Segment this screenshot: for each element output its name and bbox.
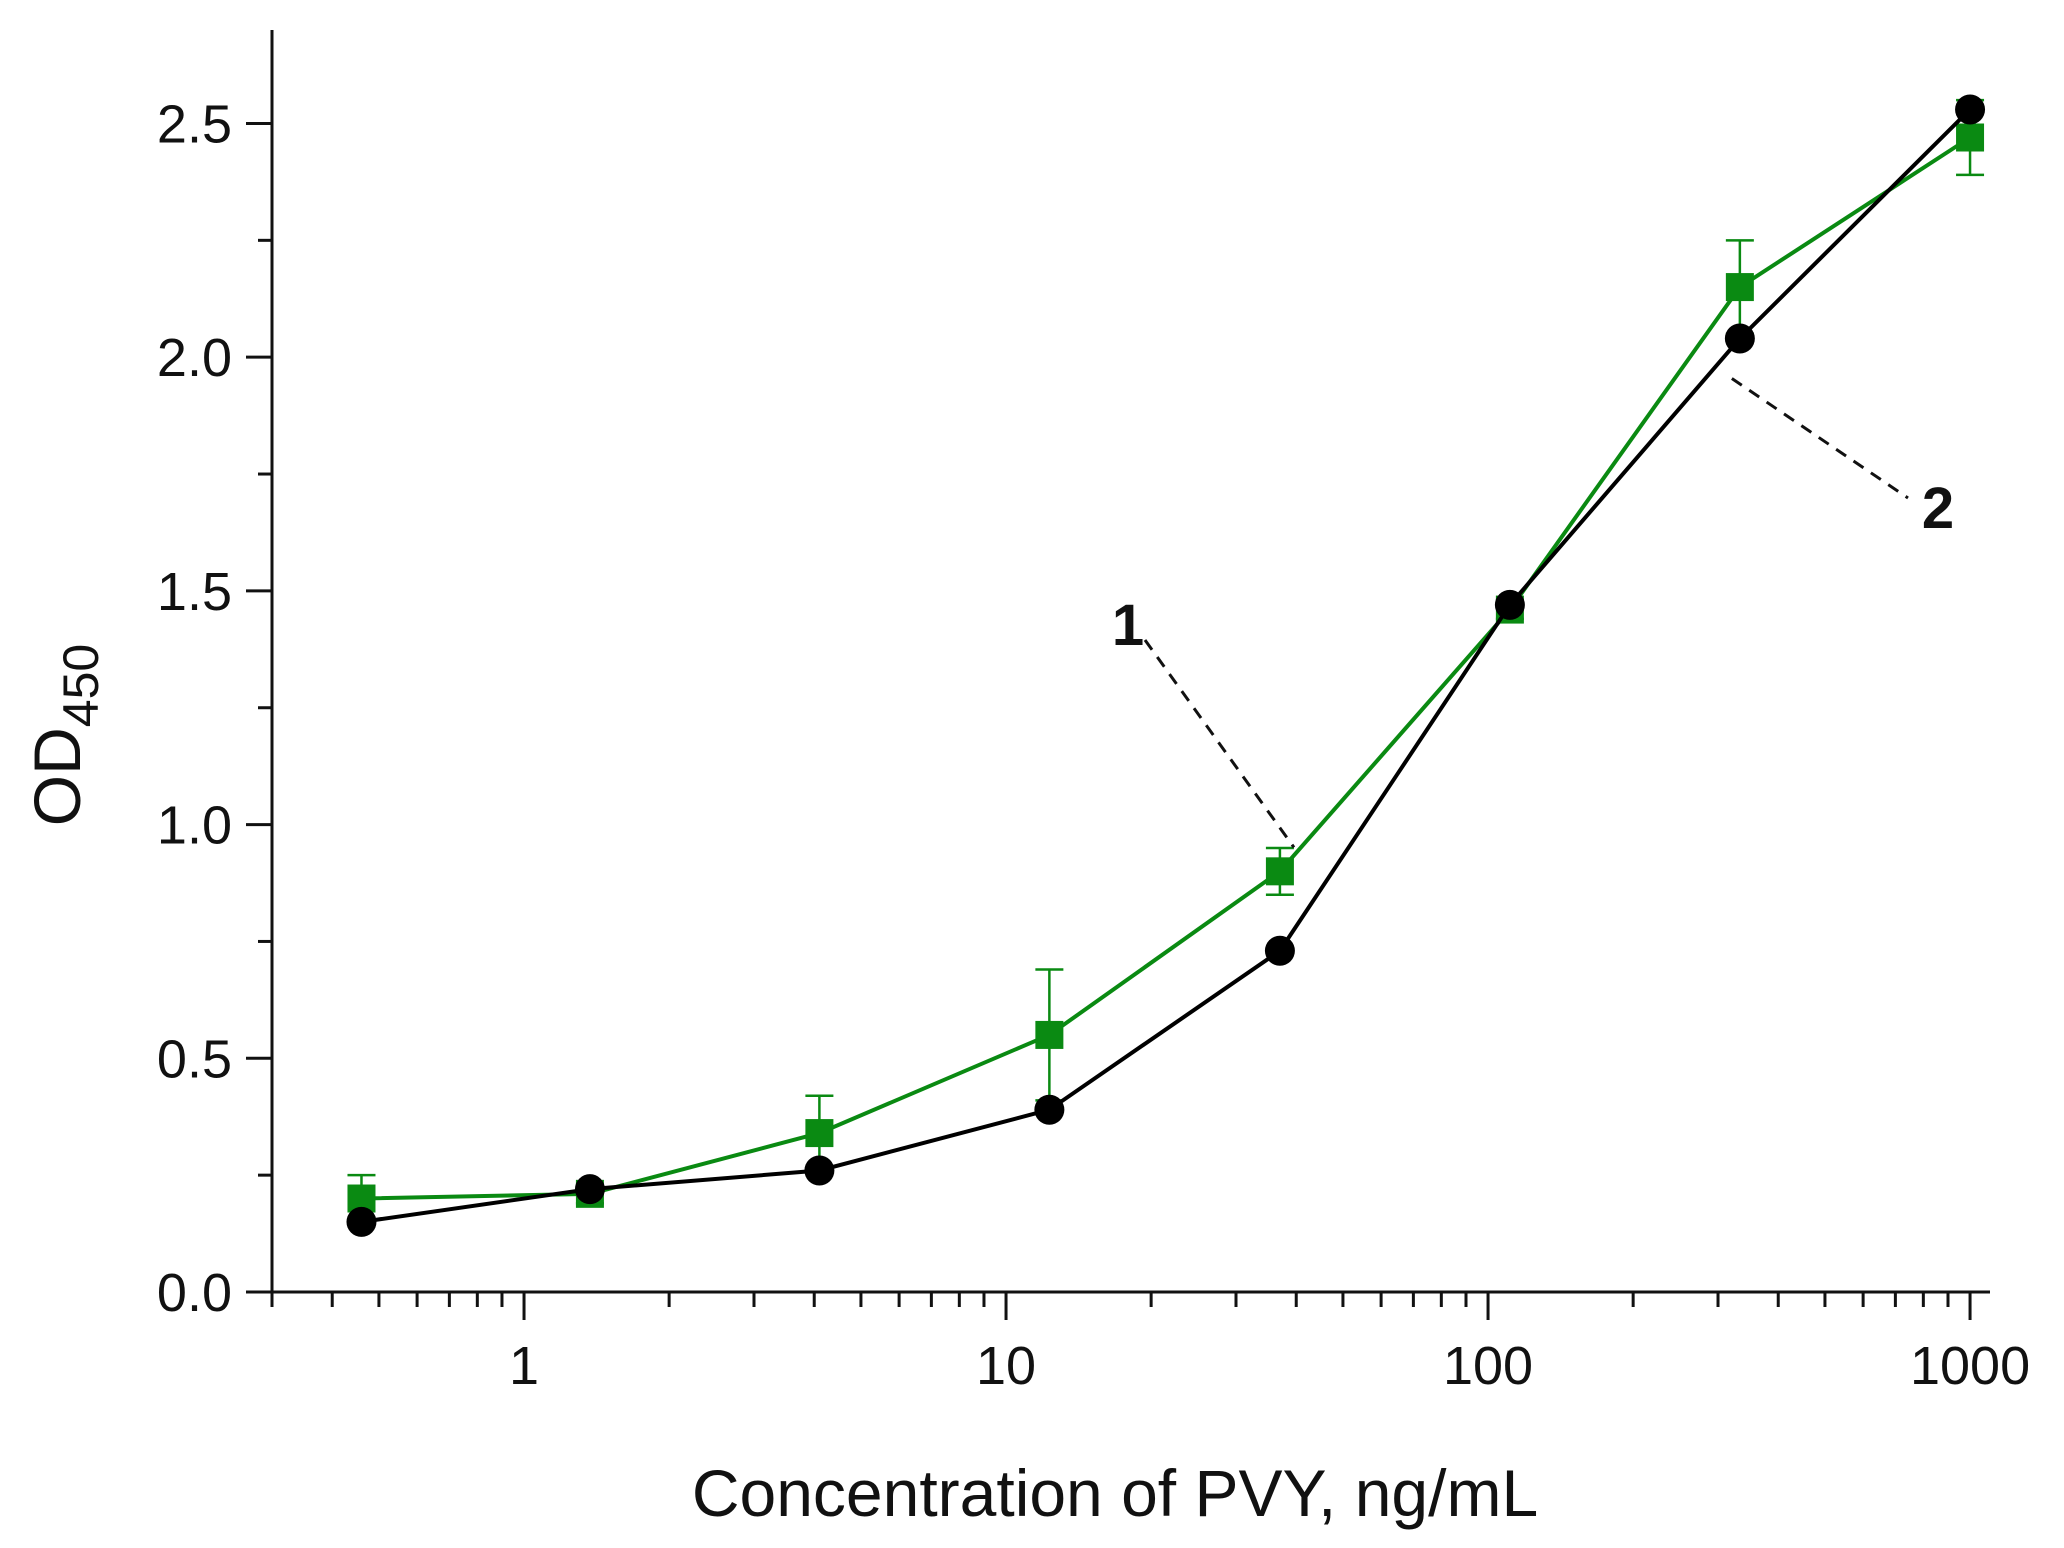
series-2-point (346, 1206, 377, 1237)
y-axis-title-subscript: 450 (53, 644, 109, 727)
series-2-point (574, 1174, 605, 1205)
y-axis-title-main: OD (20, 727, 94, 826)
series-1-point (1725, 273, 1754, 302)
series-1-point (805, 1119, 834, 1148)
x-tick-label: 1000 (1910, 1336, 2030, 1396)
series-2-point (1264, 935, 1295, 966)
x-tick-label: 100 (1443, 1336, 1533, 1396)
series-1-group (347, 98, 1985, 1224)
y-tick-label: 0.0 (157, 1263, 232, 1323)
x-tick-label: 10 (976, 1336, 1036, 1396)
series-2-point (1724, 323, 1755, 354)
annotation-1-leader (1143, 639, 1296, 849)
series-2-group (346, 94, 1986, 1237)
series-1-point (1035, 1020, 1064, 1049)
annotation-layer: 12 (1112, 377, 1954, 849)
series-2-line (361, 108, 1972, 1224)
series-1-line (361, 135, 1972, 1201)
y-tick-label: 1.0 (157, 796, 232, 856)
y-tick-label: 2.5 (157, 94, 232, 154)
series-2-point (1034, 1094, 1065, 1125)
series-2-point (1955, 94, 1986, 125)
series-1-point (1265, 857, 1294, 886)
series-1-point (1956, 123, 1985, 152)
annotation-2-label: 2 (1922, 476, 1954, 541)
y-axis-title: OD450 (20, 644, 109, 826)
annotation-2-leader (1731, 377, 1909, 500)
y-tick-label: 0.5 (157, 1029, 232, 1089)
series-layer (346, 94, 1986, 1237)
x-tick-label: 1 (509, 1336, 539, 1396)
tick-marks: 0.0 0.5 1.0 1.5 2.0 2.5 1 10 100 1000 (157, 94, 2030, 1396)
y-tick-label: 2.0 (157, 328, 232, 388)
y-tick-label: 1.5 (157, 562, 232, 622)
series-2-point (804, 1155, 835, 1186)
x-axis-title: Concentration of PVY, ng/mL (692, 1456, 1538, 1530)
axes (270, 30, 1990, 1294)
series-2-point (1494, 589, 1525, 620)
annotation-1-label: 1 (1112, 593, 1144, 658)
